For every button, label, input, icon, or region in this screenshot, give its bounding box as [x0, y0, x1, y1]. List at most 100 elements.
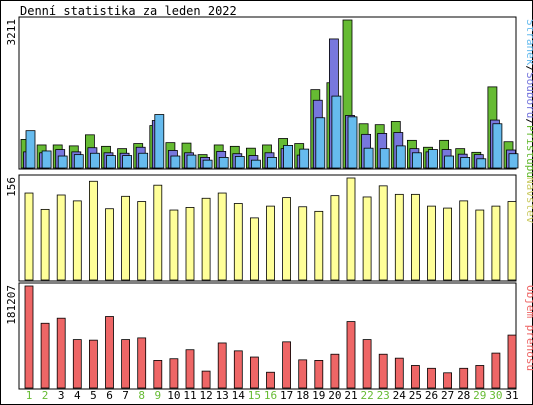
bar-str-nek-day-4 [73, 154, 84, 169]
bar-str-nek-day-27 [444, 155, 455, 169]
bar-objem-p-enosu-day-18 [298, 359, 308, 389]
x-tick-label-day-22: 22 [360, 389, 373, 402]
bar-str-nek-day-7 [122, 155, 132, 169]
bar-n-v-t-v-day-5 [89, 180, 98, 281]
bar-n-v-t-v-day-15 [249, 217, 259, 281]
bar-objem-p-enosu-day-10 [169, 358, 179, 389]
bar-str-nek-day-5 [90, 152, 100, 169]
bar-n-v-t-v-day-8 [137, 201, 147, 281]
bar-n-v-t-v-day-25 [410, 193, 420, 281]
legend-label: Návštěv [524, 177, 533, 224]
x-tick-label-day-2: 2 [42, 389, 49, 402]
bar-objem-p-enosu-day-17 [282, 341, 292, 389]
x-tick-label-day-3: 3 [58, 389, 65, 402]
bar-objem-p-enosu-day-23 [378, 353, 388, 389]
x-tick-label-day-24: 24 [393, 389, 407, 402]
bar-objem-p-enosu-day-7 [121, 339, 130, 389]
bar-objem-p-enosu-day-16 [266, 371, 275, 389]
bar-str-nek-day-8 [138, 152, 149, 169]
bar-str-nek-day-20 [331, 95, 342, 169]
bar-n-v-t-v-day-16 [266, 205, 275, 281]
x-tick-label-day-19: 19 [312, 389, 325, 402]
y-max-label: 181207 [5, 285, 18, 325]
x-tick-label-day-11: 11 [183, 389, 196, 402]
x-tick-label-day-27: 27 [441, 389, 454, 402]
bar-n-v-t-v-day-18 [298, 206, 308, 281]
x-tick-label-day-1: 1 [26, 389, 33, 402]
legend-part: Souborů [524, 72, 533, 118]
bar-str-nek-day-17 [283, 145, 294, 169]
bar-objem-p-enosu-day-15 [249, 356, 259, 389]
bar-str-nek-day-29 [476, 158, 487, 169]
legend-label: Objem přenosu [524, 285, 533, 371]
bar-objem-p-enosu-day-26 [427, 367, 436, 389]
bar-objem-p-enosu-day-24 [394, 357, 404, 389]
legend-part: / [524, 65, 533, 72]
x-tick-label-day-21: 21 [344, 389, 357, 402]
bar-str-nek-day-28 [460, 156, 471, 169]
bar-str-nek-day-18 [299, 148, 310, 169]
x-tick-label-day-25: 25 [409, 389, 422, 402]
bar-n-v-t-v-day-2 [40, 208, 50, 281]
bar-str-nek-day-22 [363, 147, 374, 169]
bar-objem-p-enosu-day-13 [217, 342, 227, 389]
bar-objem-p-enosu-day-2 [40, 322, 50, 389]
bar-n-v-t-v-day-31 [507, 201, 517, 281]
bar-objem-p-enosu-day-6 [105, 316, 114, 389]
panel-2: 156 Návštěv [5, 174, 533, 282]
y-max-label: 3211 [5, 19, 18, 46]
bar-n-v-t-v-day-3 [56, 194, 66, 281]
bar-n-v-t-v-day-21 [346, 177, 356, 281]
x-tick-label-day-12: 12 [199, 389, 212, 402]
bar-n-v-t-v-day-17 [282, 197, 292, 281]
bar-objem-p-enosu-day-5 [89, 339, 98, 389]
x-tick-label-day-14: 14 [232, 389, 246, 402]
bar-n-v-t-v-day-11 [185, 207, 195, 281]
bar-str-nek-day-30 [492, 123, 503, 169]
bar-str-nek-day-12 [202, 159, 213, 169]
x-tick-label-day-23: 23 [377, 389, 390, 402]
bar-objem-p-enosu-day-8 [137, 337, 147, 389]
x-tick-label-day-30: 30 [489, 389, 502, 402]
bar-objem-p-enosu-day-29 [475, 365, 485, 389]
bar-n-v-t-v-day-4 [72, 200, 82, 281]
x-tick-label-day-26: 26 [425, 389, 438, 402]
bar-objem-p-enosu-day-25 [410, 365, 420, 389]
x-tick-label-day-28: 28 [457, 389, 470, 402]
bar-str-nek-day-9 [154, 114, 165, 169]
bar-n-v-t-v-day-24 [394, 193, 404, 281]
bar-objem-p-enosu-day-11 [185, 349, 195, 389]
x-tick-label-day-15: 15 [248, 389, 261, 402]
bar-str-nek-day-21 [347, 116, 358, 169]
bar-str-nek-day-14 [234, 156, 245, 169]
x-tick-label-day-7: 7 [122, 389, 129, 402]
panel-3: 181207 Objem přenosu [5, 282, 533, 390]
chart-title: Denní statistika za leden 2022 [20, 4, 237, 18]
bar-str-nek-day-3 [57, 155, 68, 169]
bar-n-v-t-v-day-27 [443, 207, 453, 281]
bar-objem-p-enosu-day-21 [346, 321, 356, 389]
x-tick-label-day-18: 18 [296, 389, 309, 402]
bar-str-nek-day-19 [315, 117, 326, 169]
bar-str-nek-day-26 [428, 149, 438, 169]
legend-label: Stránek/Souborů/Přístupů [524, 19, 533, 178]
bar-n-v-t-v-day-23 [378, 185, 388, 281]
bar-objem-p-enosu-day-14 [233, 350, 243, 389]
bar-n-v-t-v-day-14 [233, 203, 243, 281]
bar-str-nek-day-13 [218, 156, 229, 169]
bar-n-v-t-v-day-29 [475, 209, 485, 281]
bar-n-v-t-v-day-7 [121, 195, 130, 281]
x-tick-label-day-13: 13 [216, 389, 229, 402]
bar-str-nek-day-15 [250, 159, 261, 169]
legend-part: Přístupů [524, 125, 533, 178]
x-tick-label-day-4: 4 [74, 389, 81, 402]
bar-objem-p-enosu-day-9 [153, 360, 163, 389]
x-tick-label-day-17: 17 [280, 389, 293, 402]
bar-n-v-t-v-day-28 [459, 200, 469, 281]
bar-str-nek-day-10 [170, 155, 181, 169]
bar-objem-p-enosu-day-31 [507, 334, 517, 389]
bar-str-nek-day-1 [25, 130, 36, 169]
bar-str-nek-day-24 [395, 145, 406, 169]
x-tick-label-day-29: 29 [473, 389, 486, 402]
